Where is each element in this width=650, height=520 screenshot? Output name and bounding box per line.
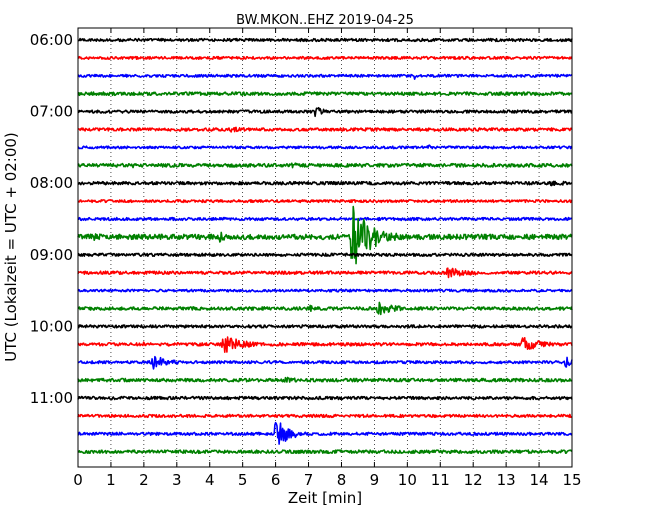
x-axis-ticks: 0 1 2 3 4 5 6 7 8 9 10 11 12 13 14 15 <box>73 28 582 489</box>
chart-title: BW.MKON..EHZ 2019-04-25 <box>236 13 414 28</box>
trace-1030 <box>77 355 573 370</box>
y-tick-label: 07:00 <box>30 103 73 121</box>
trace-1145 <box>77 449 573 455</box>
y-tick-label: 06:00 <box>30 31 73 49</box>
x-tick-label: 13 <box>497 471 516 489</box>
trace-1130 <box>77 421 573 445</box>
y-tick-label: 11:00 <box>30 389 73 407</box>
trace-0945 <box>77 301 573 316</box>
plot-frame <box>77 27 573 468</box>
y-tick-label: 10:00 <box>30 317 73 335</box>
trace-0915 <box>77 267 573 279</box>
x-tick-label: 12 <box>464 471 483 489</box>
trace-0830 <box>77 216 573 222</box>
trace-0930 <box>77 288 573 293</box>
trace-0700 <box>77 106 573 118</box>
x-tick-label: 2 <box>139 471 149 489</box>
x-tick-label: 1 <box>106 471 116 489</box>
trace-0745 <box>77 162 573 169</box>
x-tick-label: 10 <box>398 471 417 489</box>
y-axis-ticks: 06:00 07:00 08:00 09:00 10:00 11:00 <box>30 31 83 407</box>
x-tick-label: 6 <box>271 471 281 489</box>
trace-0630 <box>77 73 573 80</box>
x-tick-label: 3 <box>172 471 182 489</box>
trace-1115 <box>77 413 573 419</box>
trace-0600 <box>77 37 573 43</box>
trace-0730 <box>77 144 573 150</box>
x-tick-label: 11 <box>431 471 450 489</box>
x-tick-label: 5 <box>238 471 248 489</box>
y-axis-label: UTC (Lokalzeit = UTC + 02:00) <box>2 132 20 362</box>
x-tick-label: 15 <box>562 471 581 489</box>
trace-0800 <box>77 180 573 187</box>
trace-0900 <box>77 252 573 257</box>
trace-1100 <box>77 395 573 401</box>
y-tick-label: 09:00 <box>30 246 73 264</box>
trace-0615 <box>77 55 573 60</box>
y-tick-label: 08:00 <box>30 174 73 192</box>
x-tick-label: 0 <box>73 471 83 489</box>
x-tick-label: 4 <box>205 471 215 489</box>
traces <box>77 37 573 455</box>
trace-0815 <box>77 199 573 204</box>
trace-0845 <box>77 205 573 265</box>
trace-1015 <box>77 336 573 353</box>
x-axis-label: Zeit [min] <box>288 489 362 507</box>
trace-1000 <box>77 324 573 329</box>
x-tick-label: 14 <box>530 471 549 489</box>
x-tick-label: 8 <box>337 471 347 489</box>
trace-1045 <box>77 376 573 383</box>
trace-0645 <box>77 91 573 97</box>
x-tick-label: 9 <box>370 471 380 489</box>
x-tick-label: 7 <box>304 471 314 489</box>
trace-0715 <box>77 126 573 133</box>
